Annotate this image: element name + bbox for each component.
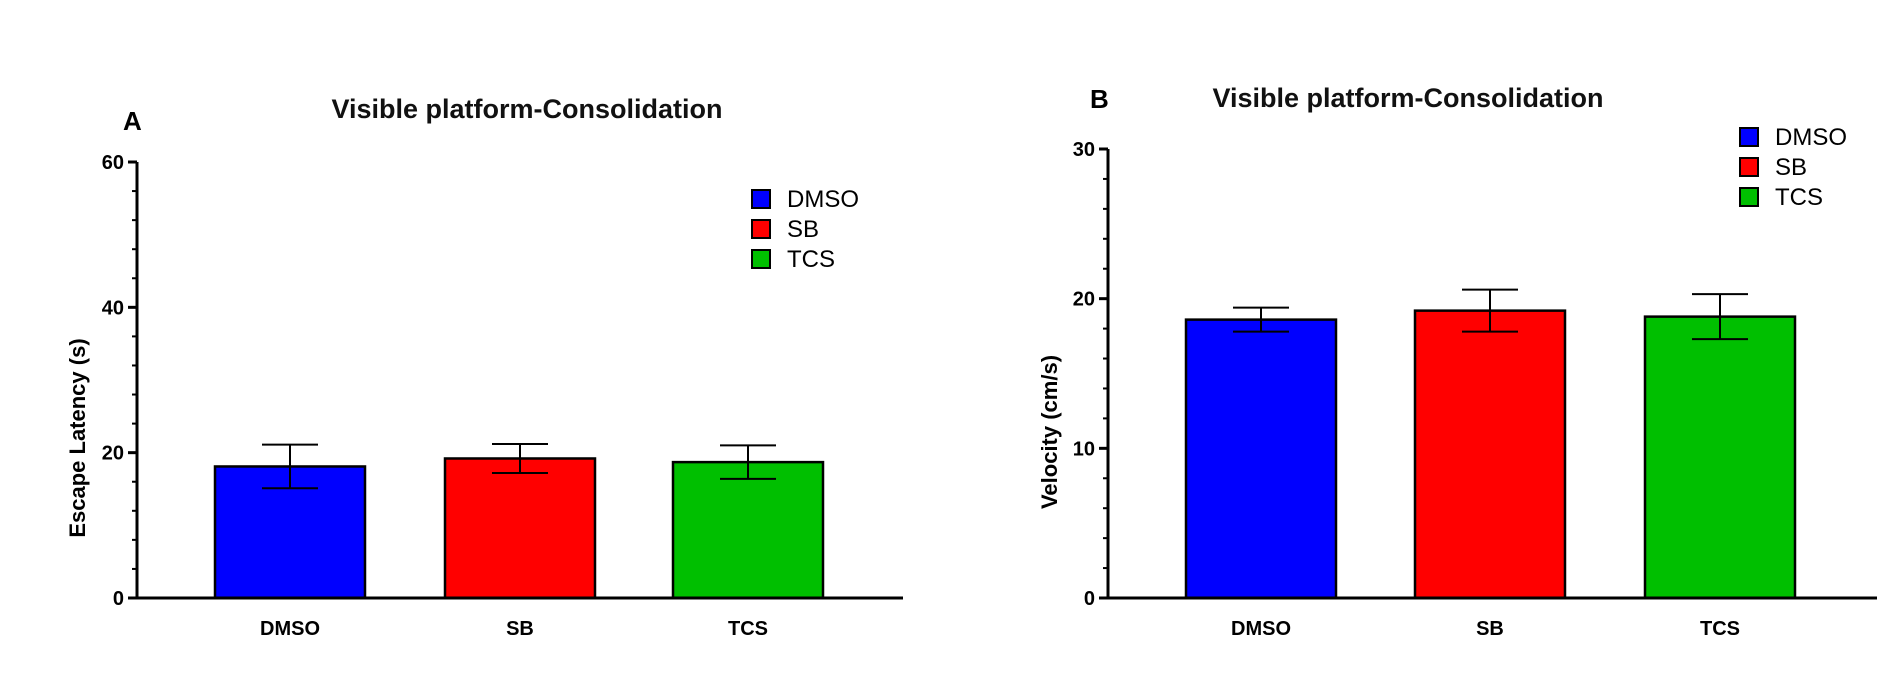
legend-swatch [751, 249, 771, 269]
axes-group: DMSO SB TCS 0 20 40 60 [102, 152, 903, 640]
bar-tcs [671, 460, 825, 600]
bars-group [1184, 309, 1797, 600]
legend-swatch [1739, 157, 1759, 177]
bar-sb [1413, 309, 1567, 600]
legend-label: SB [1775, 154, 1807, 181]
y-tick-label: 30 [1073, 139, 1095, 161]
chart-title: Visible platform-Consolidation [331, 94, 722, 124]
y-axis-label: Escape Latency (s) [65, 338, 90, 537]
chart-title: Visible platform-Consolidation [1212, 83, 1603, 113]
legend: DMSO SB TCS [1739, 124, 1847, 211]
error-bars-group [262, 442, 776, 490]
legend: DMSO SB TCS [751, 186, 859, 273]
y-tick-label: 10 [1073, 438, 1095, 460]
y-tick-label: 20 [102, 443, 124, 465]
panel-letter: B [1090, 84, 1109, 114]
y-axis-label: Velocity (cm/s) [1037, 355, 1062, 509]
legend-swatch [1739, 187, 1759, 207]
x-tick-label: DMSO [260, 618, 320, 640]
y-tick-label: 0 [1084, 588, 1095, 610]
bar-dmso [1184, 318, 1338, 600]
y-tick-label: 0 [113, 588, 124, 610]
y-tick-label: 60 [102, 152, 124, 174]
chart-panel-a: A Visible platform-Consolidation Escape … [65, 94, 903, 640]
x-tick-label: DMSO [1231, 618, 1291, 640]
legend-swatch [1739, 127, 1759, 147]
axes-group: DMSO SB TCS 0 10 20 30 [1073, 139, 1877, 640]
error-bars-group [1233, 288, 1748, 341]
panel-letter: A [123, 106, 142, 136]
legend-swatch [751, 219, 771, 239]
chart-panel-b: B Visible platform-Consolidation Velocit… [1037, 83, 1877, 640]
legend-label: SB [787, 216, 819, 243]
x-tick-label: SB [506, 618, 534, 640]
legend-label: DMSO [1775, 124, 1847, 151]
x-tick-label: SB [1476, 618, 1504, 640]
y-tick-label: 40 [102, 297, 124, 319]
bar-tcs [1643, 315, 1797, 600]
legend-label: DMSO [787, 186, 859, 213]
legend-label: TCS [1775, 184, 1823, 211]
x-tick-label: TCS [728, 618, 768, 640]
y-tick-label: 20 [1073, 289, 1095, 311]
legend-label: TCS [787, 246, 835, 273]
legend-swatch [751, 189, 771, 209]
x-tick-label: TCS [1700, 618, 1740, 640]
bar-sb [443, 457, 597, 600]
